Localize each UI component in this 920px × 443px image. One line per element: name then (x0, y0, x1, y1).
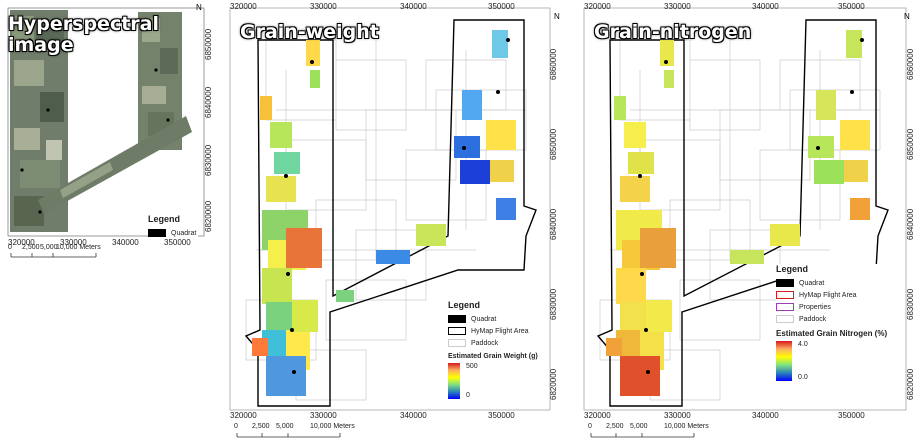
scale-label: 10,000 Meters (310, 423, 355, 430)
x-tick: 340000 (400, 2, 427, 11)
x-tick: 350000 (488, 2, 515, 11)
scale-label: 0 (8, 244, 12, 251)
scale-bar (10, 253, 97, 258)
x-tick: 350000 (838, 411, 865, 420)
grain-weight-panel: Grain-weight N 320000 330000 340000 3500… (226, 0, 576, 443)
hyperspectral-map (7, 7, 205, 237)
x-tick: 350000 (164, 238, 191, 247)
x-tick: 340000 (752, 411, 779, 420)
x-tick: 350000 (838, 2, 865, 11)
y-tick: 6820000 (204, 200, 213, 232)
x-tick: 340000 (752, 2, 779, 11)
x-tick: 330000 (664, 2, 691, 11)
x-tick: 350000 (488, 411, 515, 420)
quadrat-markers (638, 38, 864, 374)
grain-weight-legend: Legend Quadrat HyMap Flight Area Paddock… (448, 300, 548, 399)
scale-label: 2,500 (606, 423, 624, 430)
hyperspectral-panel: Hyperspectral image N Legend Quadrat 320… (0, 0, 215, 290)
y-tick: 6840000 (204, 86, 213, 118)
x-tick: 320000 (230, 411, 257, 420)
x-tick: 320000 (8, 238, 35, 247)
y-tick: 6830000 (906, 288, 915, 320)
grain-nitrogen-legend: Legend Quadrat HyMap Flight Area Propert… (776, 264, 900, 381)
scale-label: 2,500 (22, 244, 40, 251)
scale-label: 5,000 (276, 423, 294, 430)
north-arrow: N (554, 12, 560, 21)
x-tick: 320000 (584, 2, 611, 11)
y-tick: 6840000 (549, 208, 558, 240)
grain-weight-paddocks (252, 30, 516, 396)
y-tick: 6820000 (549, 368, 558, 400)
y-tick: 6830000 (204, 144, 213, 176)
x-tick: 340000 (400, 411, 427, 420)
y-tick: 6850000 (204, 28, 213, 60)
x-tick: 340000 (112, 238, 139, 247)
grain-weight-map (229, 7, 551, 411)
y-tick: 6840000 (906, 208, 915, 240)
grain-nitrogen-title: Grain-nitrogen (594, 21, 752, 43)
scale-bar (590, 433, 695, 438)
grain-nitrogen-paddocks (606, 30, 870, 396)
x-tick: 320000 (230, 2, 257, 11)
scale-label: 10,000 Meters (56, 244, 101, 251)
scale-label: 0 (234, 423, 238, 430)
scale-label: 10,000 Meters (664, 423, 709, 430)
x-tick: 330000 (310, 411, 337, 420)
quadrat-markers (284, 38, 510, 374)
grain-weight-title: Grain-weight (240, 21, 379, 43)
scale-bar (236, 433, 341, 438)
color-ramp (448, 363, 460, 399)
y-tick: 6830000 (549, 288, 558, 320)
color-ramp (776, 341, 792, 381)
y-tick: 6850000 (906, 128, 915, 160)
scale-label: 5,000 (40, 244, 58, 251)
y-tick: 6860000 (549, 48, 558, 80)
y-tick: 6860000 (906, 48, 915, 80)
x-tick: 330000 (310, 2, 337, 11)
north-arrow: N (196, 3, 202, 12)
scale-label: 2,500 (252, 423, 270, 430)
scale-label: 5,000 (630, 423, 648, 430)
x-tick: 330000 (664, 411, 691, 420)
grain-nitrogen-panel: Grain-nitrogen N 320000 330000 340000 35… (580, 0, 920, 443)
hyperspectral-title: Hyperspectral image (8, 13, 159, 56)
y-tick: 6850000 (549, 128, 558, 160)
scale-label: 0 (588, 423, 592, 430)
x-tick: 330000 (60, 238, 87, 247)
hyperspectral-legend: Legend Quadrat (148, 214, 198, 239)
north-arrow: N (904, 12, 910, 21)
y-tick: 6820000 (906, 368, 915, 400)
x-tick: 320000 (584, 411, 611, 420)
grain-nitrogen-map (583, 7, 907, 411)
